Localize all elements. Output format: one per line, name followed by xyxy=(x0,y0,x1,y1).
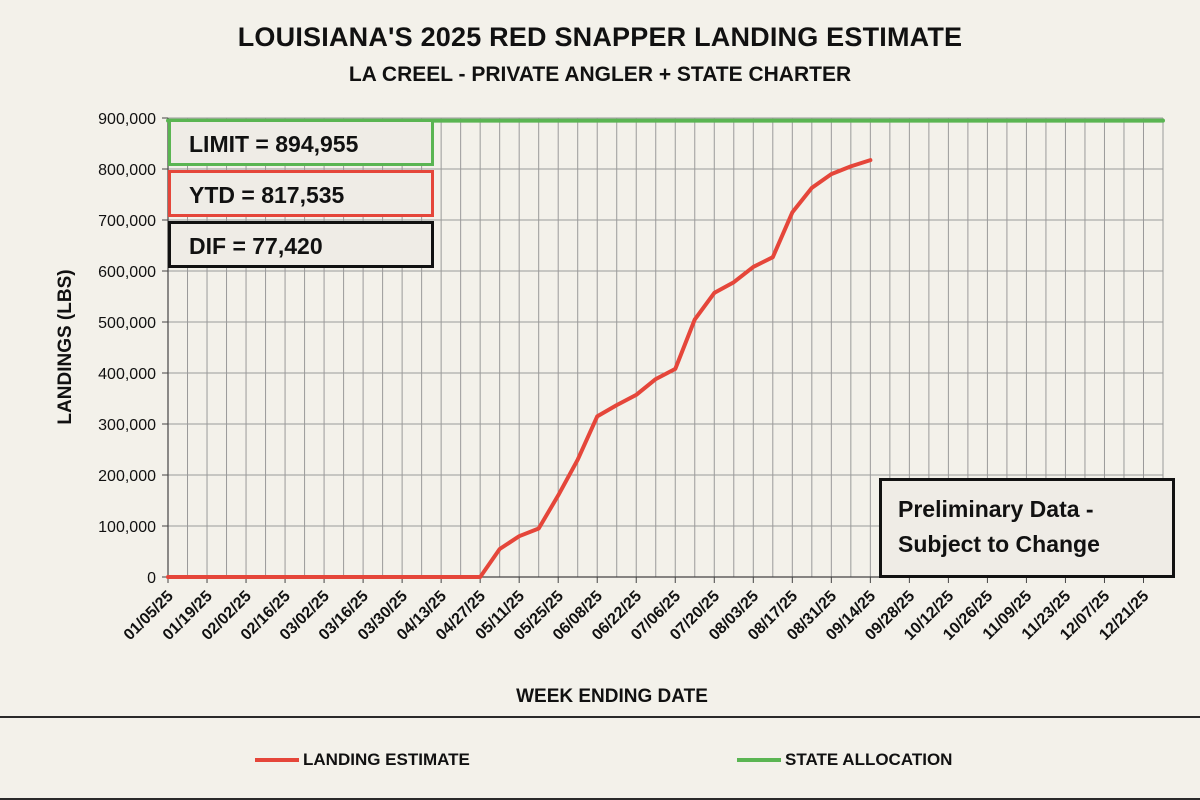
dif-annotation: DIF = 77,420 xyxy=(168,221,434,268)
chart-title: LOUISIANA'S 2025 RED SNAPPER LANDING EST… xyxy=(237,22,963,52)
chart-area: LOUISIANA'S 2025 RED SNAPPER LANDING EST… xyxy=(55,22,1175,707)
line-chart: 0 100,000 200,000 300,000 400,000 500,000 600,… xyxy=(55,111,1165,707)
chart-legend: LANDING ESTIMATE STATE ALLOCATION xyxy=(0,716,1200,800)
y-tick-label: 300,000 xyxy=(98,417,156,434)
y-tick-label: 900,000 xyxy=(98,111,156,128)
preliminary-data-note: Preliminary Data - Subject to Change xyxy=(879,478,1175,578)
state-allocation-swatch xyxy=(737,758,781,762)
ytd-annotation: YTD = 817,535 xyxy=(168,170,434,217)
note-line-1: Preliminary Data - xyxy=(898,496,1094,522)
landing-estimate-line xyxy=(166,158,873,579)
limit-annotation: LIMIT = 894,955 xyxy=(168,119,434,166)
y-tick-label: 400,000 xyxy=(98,366,156,383)
y-tick-label: 700,000 xyxy=(98,213,156,230)
y-axis-label: LANDINGS (LBS) xyxy=(55,269,76,424)
x-axis-label: WEEK ENDING DATE xyxy=(516,686,708,707)
landing-estimate-swatch xyxy=(255,758,299,762)
note-line-2: Subject to Change xyxy=(898,531,1100,557)
y-tick-label: 500,000 xyxy=(98,315,156,332)
y-tick-label: 100,000 xyxy=(98,519,156,536)
legend-label-state-allocation: STATE ALLOCATION xyxy=(785,750,953,769)
y-tick-label: 800,000 xyxy=(98,162,156,179)
chart-subtitle: LA CREEL - PRIVATE ANGLER + STATE CHARTE… xyxy=(348,63,852,86)
y-tick-label: 200,000 xyxy=(98,468,156,485)
legend-label-landing-estimate: LANDING ESTIMATE xyxy=(303,750,470,769)
y-tick-label: 600,000 xyxy=(98,264,156,281)
y-tick-label: 0 xyxy=(147,570,156,587)
